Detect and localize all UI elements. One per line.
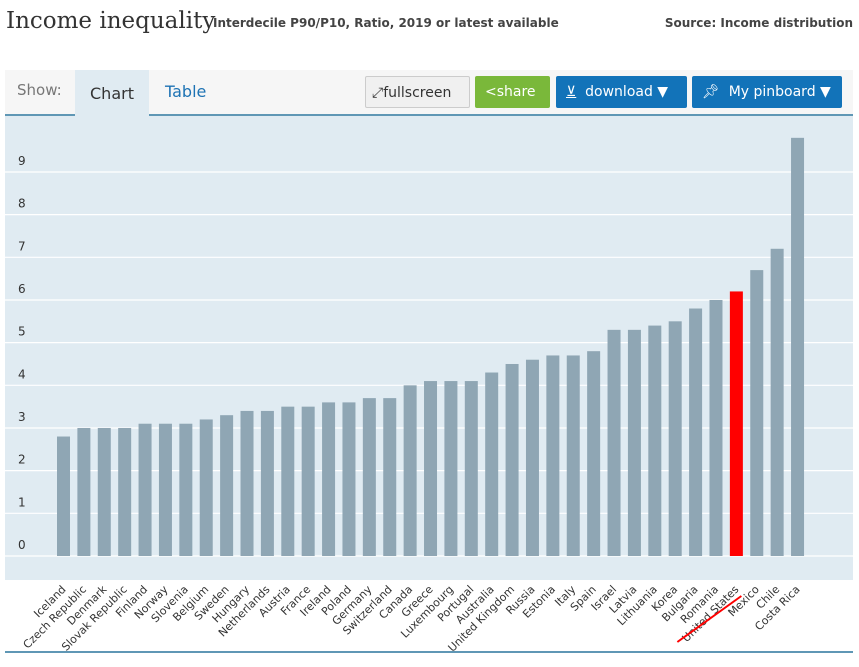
- y-tick-label: 3: [18, 410, 26, 424]
- bar-greece[interactable]: [424, 381, 438, 556]
- bar-austria[interactable]: [281, 406, 295, 556]
- y-tick-label: 0: [18, 538, 26, 552]
- bar-united-states[interactable]: [729, 291, 743, 556]
- bar-lithuania[interactable]: [648, 325, 662, 556]
- y-tick-label: 7: [18, 239, 26, 253]
- y-tick-label: 2: [18, 453, 26, 467]
- pin-icon: 📌︎: [702, 84, 720, 100]
- page-title: Income inequality: [6, 8, 216, 34]
- pinboard-label: My pinboard ▼: [728, 84, 831, 100]
- bar-chile[interactable]: [770, 248, 784, 556]
- share-button[interactable]: <share: [475, 76, 550, 108]
- bar-latvia[interactable]: [627, 329, 641, 556]
- download-icon: ⊻: [566, 84, 577, 100]
- share-label: share: [496, 84, 536, 100]
- bar-mexico[interactable]: [750, 270, 764, 556]
- subtitle: Interdecile P90/P10, Ratio, 2019 or late…: [213, 16, 559, 30]
- bar-poland[interactable]: [342, 402, 356, 556]
- bar-estonia[interactable]: [546, 355, 560, 556]
- bar-sweden[interactable]: [220, 415, 234, 556]
- show-label: Show:: [17, 81, 62, 99]
- toolbar: Show: Chart Table ⤢fullscreen <share ⊻ d…: [5, 70, 853, 116]
- bar-costa-rica[interactable]: [791, 137, 805, 557]
- bar-slovak-republic[interactable]: [118, 427, 132, 556]
- divider: [5, 651, 853, 653]
- bar-romania[interactable]: [709, 299, 723, 556]
- bar-slovenia[interactable]: [179, 423, 193, 556]
- bar-bulgaria[interactable]: [689, 308, 703, 556]
- bar-spain[interactable]: [587, 351, 601, 556]
- y-tick-label: 9: [18, 154, 26, 168]
- bar-italy[interactable]: [566, 355, 580, 556]
- bar-germany[interactable]: [362, 398, 376, 556]
- bar-australia[interactable]: [485, 372, 499, 556]
- bar-czech-republic[interactable]: [77, 427, 91, 556]
- bar-france[interactable]: [301, 406, 315, 556]
- y-tick-label: 8: [18, 197, 26, 211]
- bar-portugal[interactable]: [464, 381, 478, 556]
- bar-belgium[interactable]: [199, 419, 213, 556]
- fullscreen-button[interactable]: ⤢fullscreen: [365, 76, 470, 108]
- fullscreen-label: fullscreen: [383, 85, 452, 101]
- bar-united-kingdom[interactable]: [505, 363, 519, 556]
- y-tick-label: 5: [18, 325, 26, 339]
- y-tick-label: 6: [18, 282, 26, 296]
- bar-switzerland[interactable]: [383, 398, 397, 556]
- download-label: download ▼: [585, 84, 669, 100]
- bar-denmark[interactable]: [97, 427, 111, 556]
- bar-netherlands[interactable]: [260, 410, 274, 556]
- bar-luxembourg[interactable]: [444, 381, 458, 556]
- bar-finland[interactable]: [138, 423, 152, 556]
- bar-iceland[interactable]: [57, 436, 70, 556]
- bar-korea[interactable]: [668, 321, 682, 556]
- bar-israel[interactable]: [607, 329, 621, 556]
- bar-norway[interactable]: [158, 423, 172, 556]
- bar-ireland[interactable]: [322, 402, 336, 556]
- y-tick-label: 4: [18, 367, 26, 381]
- expand-icon: ⤢: [372, 85, 384, 101]
- tab-table[interactable]: Table: [165, 82, 207, 101]
- pinboard-button[interactable]: 📌︎ My pinboard ▼: [692, 76, 842, 108]
- download-button[interactable]: ⊻ download ▼: [556, 76, 687, 108]
- source-label: Source: Income distribution: [664, 16, 853, 30]
- y-tick-label: 1: [18, 495, 26, 509]
- share-icon: <: [485, 84, 497, 100]
- bar-russia[interactable]: [525, 359, 539, 556]
- bar-canada[interactable]: [403, 385, 417, 556]
- highlight-underline: [676, 595, 742, 643]
- bar-hungary[interactable]: [240, 410, 254, 556]
- tab-chart[interactable]: Chart: [75, 70, 149, 116]
